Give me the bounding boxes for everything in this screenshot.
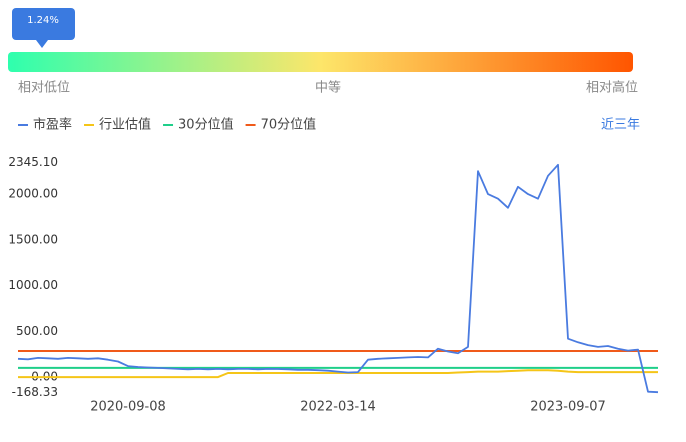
series-line bbox=[17, 163, 659, 394]
gauge-bar bbox=[8, 52, 633, 72]
legend-label[interactable]: 70分位值 bbox=[261, 117, 317, 133]
period-selector[interactable]: 近三年 bbox=[601, 118, 640, 133]
y-tick-label: 2345.10 bbox=[8, 155, 58, 169]
gauge-label: 相对高位 bbox=[586, 80, 638, 96]
badge: 1.24% bbox=[12, 8, 75, 48]
legend-label[interactable]: 市盈率 bbox=[33, 117, 72, 133]
y-tick-label: -168.33 bbox=[12, 385, 58, 399]
legend-label[interactable]: 行业估值 bbox=[99, 117, 151, 133]
y-tick-label: 1500.00 bbox=[8, 232, 58, 246]
gauge-label: 相对低位 bbox=[18, 81, 70, 96]
series-line bbox=[18, 369, 658, 379]
x-tick-label: 2022-03-14 bbox=[300, 400, 376, 415]
badge-text: 1.24% bbox=[27, 15, 59, 26]
x-tick-label: 2020-09-08 bbox=[90, 400, 166, 415]
badge-pointer bbox=[36, 40, 48, 48]
legend-label[interactable]: 30分位值 bbox=[178, 117, 234, 133]
x-tick-label: 2023-09-07 bbox=[530, 400, 606, 415]
badge-box bbox=[12, 8, 75, 40]
y-tick-label: 500.00 bbox=[16, 324, 58, 338]
y-tick-label: 1000.00 bbox=[8, 278, 58, 292]
y-tick-label: 2000.00 bbox=[8, 187, 58, 201]
gauge-label: 中等 bbox=[315, 80, 341, 96]
